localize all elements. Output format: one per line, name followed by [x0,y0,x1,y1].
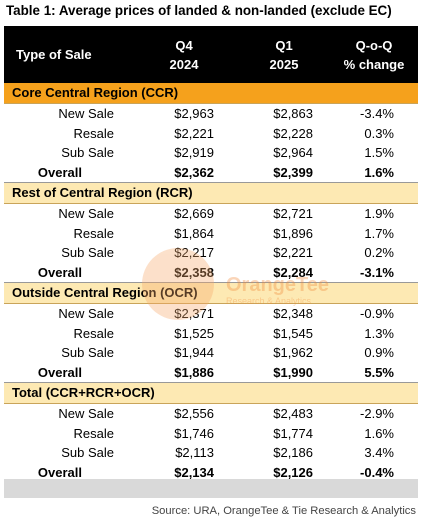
table-row: Resale $2,221 $2,228 0.3% [4,124,418,144]
qoq-change: 1.9% [364,206,394,221]
footer-band [4,479,418,498]
table-row: New Sale $2,371 $2,348 -0.9% [4,304,418,324]
q4-2024-price: $2,556 [174,406,214,421]
q1-2025-price: $1,962 [273,345,313,360]
total-row: Overall $1,886 $1,990 5.5% [4,363,418,383]
qoq-change: 1.6% [364,164,394,180]
qoq-change: 1.3% [364,325,394,341]
qoq-change: 0.3% [364,125,394,141]
sale-type: Resale [73,225,114,241]
sale-type: Overall [37,464,82,480]
table-row: Sub Sale $1,944 $1,962 0.9% [4,343,418,363]
q4-2024-price: $1,525 [174,325,214,341]
qoq-change: 0.2% [364,245,394,260]
q1-2025-price: $2,126 [273,464,313,480]
sale-type: Resale [73,325,114,341]
qoq-change: -3.1% [360,264,394,280]
table-row: New Sale $2,669 $2,721 1.9% [4,204,418,224]
table-row: New Sale $2,556 $2,483 -2.9% [4,404,418,424]
sale-type: Overall [37,364,82,380]
q4-2024-price: $2,134 [174,464,214,480]
qoq-change: 1.6% [364,425,394,441]
table-header: Type of Sale Q4 2024 Q1 2025 Q-o-Q % cha… [4,26,418,83]
qoq-change: -2.9% [360,406,394,421]
table-row: Resale $1,864 $1,896 1.7% [4,224,418,244]
q1-2025-price: $2,221 [273,245,313,260]
source-note: Source: URA, OrangeTee & Tie Research & … [151,505,416,517]
q1-2025-price: $2,348 [273,306,313,321]
sale-type: Sub Sale [61,345,114,360]
sale-type: Sub Sale [61,245,114,260]
sale-type: Sub Sale [61,445,114,460]
qoq-change: -3.4% [360,106,394,121]
price-table: Type of Sale Q4 2024 Q1 2025 Q-o-Q % cha… [4,26,418,483]
sale-type: New Sale [58,406,114,421]
q1-2025-price: $2,399 [273,164,313,180]
table-row: Resale $1,746 $1,774 1.6% [4,424,418,444]
q4-2024-price: $1,864 [174,225,214,241]
header-qoq-label: Q-o-Q [355,38,393,53]
q1-2025-price: $1,774 [273,425,313,441]
header-q1-label: Q1 [275,38,293,53]
q1-2025-price: $2,284 [273,264,313,280]
q1-2025-price: $1,545 [273,325,313,341]
qoq-change: 0.9% [364,345,394,360]
q4-2024-price: $2,963 [174,106,214,121]
qoq-change: -0.9% [360,306,394,321]
sale-type: Overall [37,164,82,180]
q1-2025-price: $2,863 [273,106,313,121]
q1-2025-price: $2,721 [273,206,313,221]
q1-2025-price: $2,186 [273,445,313,460]
header-q4-label: Q4 [175,38,193,53]
table-row: Sub Sale $2,217 $2,221 0.2% [4,243,418,263]
sale-type: New Sale [58,106,114,121]
table-row: Sub Sale $2,113 $2,186 3.4% [4,443,418,463]
header-q4-2024: Q4 2024 [154,36,214,74]
qoq-change: 1.5% [364,145,394,160]
q4-2024-price: $2,217 [174,245,214,260]
sale-type: New Sale [58,206,114,221]
table-row: Sub Sale $2,919 $2,964 1.5% [4,143,418,163]
section-header-total: Total (CCR+RCR+OCR) [4,383,418,404]
section-header-ocr: Outside Central Region (OCR) [4,283,418,304]
q4-2024-price: $1,746 [174,425,214,441]
sale-type: Sub Sale [61,145,114,160]
table-title: Table 1: Average prices of landed & non-… [6,3,392,18]
header-qoq-change: Q-o-Q % change [334,36,414,74]
q4-2024-price: $1,944 [174,345,214,360]
q4-2024-price: $2,221 [174,125,214,141]
qoq-change: 5.5% [364,364,394,380]
header-q1-2025: Q1 2025 [254,36,314,74]
qoq-change: 1.7% [364,225,394,241]
section-header-ccr: Core Central Region (CCR) [4,83,418,104]
total-row: Overall $2,362 $2,399 1.6% [4,163,418,183]
sale-type: New Sale [58,306,114,321]
q4-2024-price: $2,113 [175,445,214,460]
qoq-change: 3.4% [364,445,394,460]
header-2024-label: 2024 [169,57,199,72]
q4-2024-price: $1,886 [174,364,214,380]
table-row: Resale $1,525 $1,545 1.3% [4,324,418,344]
qoq-change: -0.4% [360,464,394,480]
sale-type: Resale [73,425,114,441]
q4-2024-price: $2,371 [174,306,214,321]
q4-2024-price: $2,669 [174,206,214,221]
q4-2024-price: $2,362 [174,164,214,180]
q1-2025-price: $1,990 [273,364,313,380]
q1-2025-price: $2,483 [273,406,313,421]
table-row: New Sale $2,963 $2,863 -3.4% [4,104,418,124]
q1-2025-price: $2,964 [273,145,313,160]
header-pct-change-label: % change [343,57,405,72]
q1-2025-price: $1,896 [273,225,313,241]
sale-type: Overall [37,264,82,280]
q1-2025-price: $2,228 [273,125,313,141]
header-2025-label: 2025 [269,57,299,72]
sale-type: Resale [73,125,114,141]
header-type-of-sale: Type of Sale [16,47,92,62]
section-header-rcr: Rest of Central Region (RCR) [4,183,418,204]
q4-2024-price: $2,919 [174,145,214,160]
total-row: Overall $2,358 $2,284 -3.1% [4,263,418,283]
q4-2024-price: $2,358 [174,264,214,280]
